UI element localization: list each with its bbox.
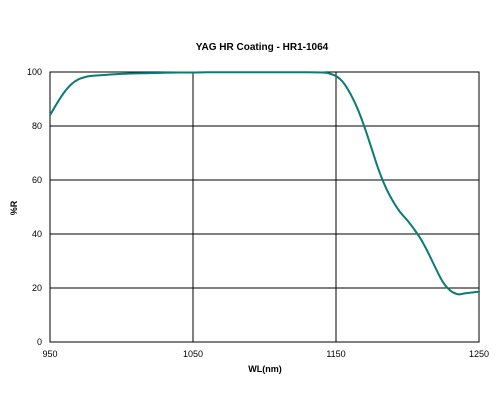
plot-frame [49, 71, 480, 343]
reflectance-series-line [49, 71, 480, 296]
chart-title: YAG HR Coating - HR1-1064 [196, 42, 329, 53]
x-axis-ticks: 950 1050 1150 1250 [42, 349, 489, 359]
x-tick-label: 1250 [469, 349, 489, 359]
y-tick-label: 0 [37, 337, 42, 347]
x-tick-label: 1050 [183, 349, 203, 359]
y-tick-label: 60 [32, 175, 42, 185]
y-tick-label: 80 [32, 121, 42, 131]
y-axis-ticks: 0 20 40 60 80 100 [27, 67, 42, 347]
y-tick-label: 20 [32, 283, 42, 293]
series-layer [49, 71, 480, 296]
x-tick-label: 950 [42, 349, 57, 359]
x-axis-label: WL(nm) [248, 364, 282, 374]
gridlines [50, 72, 479, 342]
y-tick-label: 40 [32, 229, 42, 239]
y-tick-label: 100 [27, 67, 42, 77]
x-tick-label: 1150 [326, 349, 345, 359]
y-axis-label: %R [9, 200, 19, 215]
